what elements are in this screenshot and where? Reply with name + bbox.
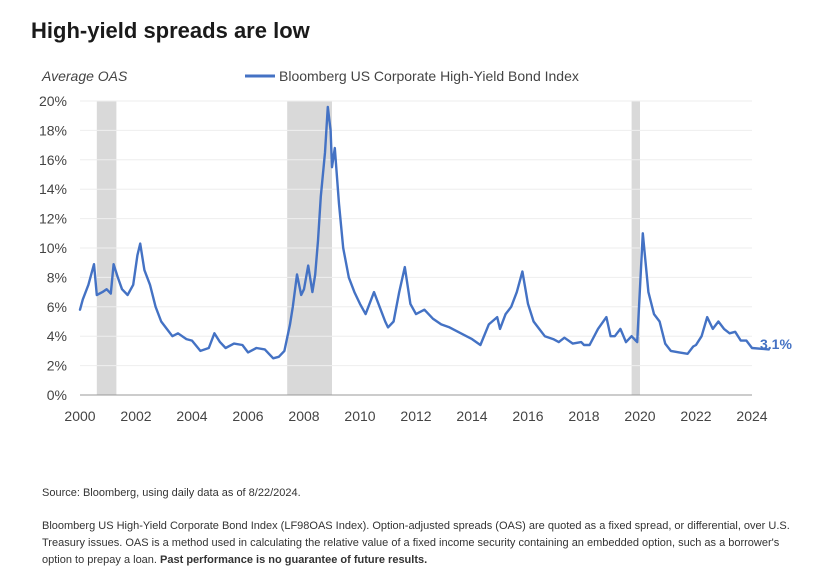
x-tick-label: 2000: [64, 408, 95, 424]
y-tick-label: 6%: [47, 299, 67, 315]
legend-label: Bloomberg US Corporate High-Yield Bond I…: [279, 68, 579, 84]
y-tick-label: 18%: [39, 122, 67, 138]
series-line-0: [78, 105, 770, 360]
y-axis-ticks: 0% 2% 4% 6% 8% 10% 12% 14% 16% 18% 20%: [39, 93, 67, 403]
chart-title: High-yield spreads are low: [31, 18, 310, 43]
series-layer: [78, 105, 770, 360]
y-axis-label: Average OAS: [41, 68, 128, 84]
x-tick-label: 2022: [680, 408, 711, 424]
y-tick-label: 12%: [39, 211, 67, 227]
y-tick-label: 4%: [47, 328, 67, 344]
footnote: Bloomberg US High-Yield Corporate Bond I…: [42, 518, 812, 569]
footnote-disclaimer: Past performance is no guarantee of futu…: [160, 554, 428, 566]
x-tick-label: 2020: [624, 408, 655, 424]
x-tick-label: 2004: [176, 408, 207, 424]
y-tick-label: 0%: [47, 387, 67, 403]
x-axis-ticks: 2000 2002 2004 2006 2008 2010 2012 2014 2016 2018…: [64, 408, 767, 424]
gridlines: [80, 100, 752, 367]
x-tick-label: 2016: [512, 408, 543, 424]
x-tick-label: 2008: [288, 408, 319, 424]
y-tick-label: 14%: [39, 181, 67, 197]
x-tick-label: 2014: [456, 408, 487, 424]
y-tick-label: 20%: [39, 93, 67, 109]
x-tick-label: 2002: [120, 408, 151, 424]
end-value-label: 3.1%: [760, 336, 792, 352]
y-tick-label: 2%: [47, 358, 67, 374]
x-tick-label: 2018: [568, 408, 599, 424]
x-tick-label: 2006: [232, 408, 263, 424]
y-tick-label: 10%: [39, 240, 67, 256]
x-tick-label: 2010: [344, 408, 375, 424]
x-tick-label: 2024: [736, 408, 767, 424]
footnote-text: Bloomberg US High-Yield Corporate Bond I…: [42, 520, 790, 566]
x-tick-label: 2012: [400, 408, 431, 424]
y-tick-label: 16%: [39, 152, 67, 168]
source-note: Source: Bloomberg, using daily data as o…: [42, 487, 301, 499]
line-chart: 0%2%4%6%8%10%12%14%16%18%20% 2000 2002 200…: [39, 68, 792, 424]
y-tick-label: 8%: [47, 269, 67, 285]
